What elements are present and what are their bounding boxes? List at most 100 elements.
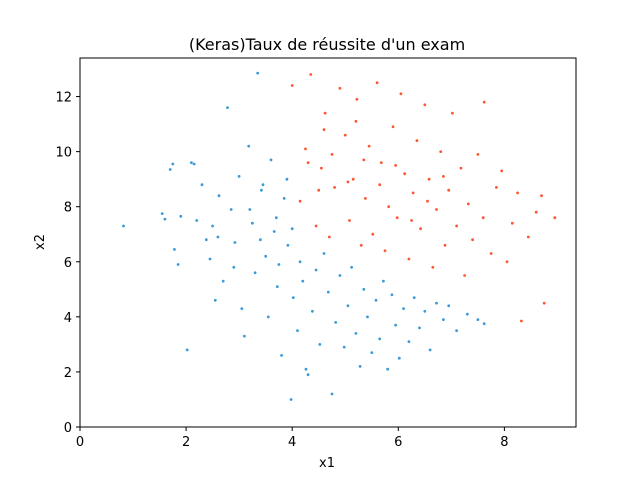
- scatter-point-s0-21: [237, 175, 241, 178]
- scatter-point-s0-86: [259, 238, 262, 242]
- scatter-point-s1-18: [375, 81, 379, 85]
- scatter-point-s1-53: [526, 235, 530, 239]
- scatter-point-s1-1: [298, 199, 302, 203]
- scatter-point-s0-31: [269, 158, 273, 162]
- scatter-point-s1-27: [411, 191, 415, 195]
- scatter-point-s1-22: [391, 125, 395, 129]
- scatter-point-s0-49: [330, 392, 334, 396]
- scatter-point-s1-47: [495, 186, 498, 189]
- scatter-point-s0-50: [334, 321, 338, 324]
- scatter-point-s0-43: [306, 373, 310, 377]
- scatter-point-s0-72: [428, 348, 432, 352]
- scatter-point-s1-14: [359, 243, 363, 247]
- points-layer: [122, 71, 557, 401]
- scatter-point-s1-49: [505, 260, 509, 264]
- scatter-point-s1-19: [379, 161, 383, 165]
- scatter-point-s0-70: [418, 326, 421, 330]
- scatter-point-s0-12: [204, 238, 208, 242]
- scatter-point-s0-3: [168, 168, 172, 171]
- scatter-point-s1-42: [471, 238, 474, 242]
- scatter-point-s0-62: [382, 279, 385, 283]
- y-tick-label: 0: [64, 421, 72, 436]
- scatter-point-s1-66: [426, 199, 429, 203]
- scatter-point-s0-73: [435, 301, 438, 305]
- scatter-point-s0-56: [358, 365, 362, 368]
- scatter-point-s1-20: [383, 249, 387, 253]
- scatter-point-s0-66: [397, 356, 401, 360]
- scatter-point-s0-81: [261, 183, 265, 187]
- y-tick-label: 12: [55, 91, 72, 106]
- scatter-point-s0-79: [482, 322, 486, 326]
- scatter-point-s0-37: [289, 398, 293, 401]
- scatter-point-s0-58: [366, 315, 369, 319]
- scatter-point-s1-69: [354, 119, 358, 123]
- scatter-point-s0-65: [394, 323, 397, 327]
- scatter-point-s1-25: [403, 172, 407, 176]
- y-axis-label: x2: [33, 234, 48, 250]
- scatter-point-s0-40: [298, 260, 302, 264]
- scatter-point-s0-5: [173, 248, 176, 251]
- scatter-point-s0-47: [322, 252, 326, 255]
- y-tick-label: 2: [64, 366, 72, 381]
- scatter-point-s0-87: [277, 263, 281, 266]
- scatter-point-s0-61: [378, 337, 382, 341]
- scatter-point-s0-9: [190, 161, 193, 165]
- scatter-point-s1-67: [442, 175, 445, 178]
- scatter-point-s1-48: [500, 169, 504, 173]
- x-tick-label: 2: [182, 435, 190, 450]
- scatter-point-s1-10: [343, 133, 347, 137]
- scatter-point-s0-80: [248, 208, 252, 211]
- scatter-point-s0-84: [216, 235, 220, 239]
- scatter-point-s0-25: [251, 221, 254, 225]
- scatter-point-s1-54: [534, 210, 538, 214]
- scatter-point-s0-59: [370, 351, 374, 354]
- x-axis-label: x1: [319, 456, 335, 471]
- scatter-point-s1-34: [439, 150, 443, 154]
- scatter-point-s0-23: [243, 334, 246, 338]
- x-tick-label: 8: [500, 435, 508, 450]
- y-tick-label: 4: [64, 311, 72, 326]
- scatter-point-s1-8: [333, 186, 336, 189]
- scatter-point-s0-26: [253, 271, 257, 275]
- scatter-point-s1-64: [394, 164, 397, 167]
- scatter-point-s1-30: [423, 103, 427, 107]
- scatter-point-s1-7: [327, 235, 331, 239]
- scatter-point-s0-30: [266, 315, 270, 319]
- scatter-point-s0-53: [346, 304, 350, 308]
- scatter-point-s1-63: [378, 183, 382, 187]
- scatter-point-s0-52: [342, 345, 346, 349]
- scatter-point-s1-65: [410, 219, 413, 222]
- scatter-point-s0-2: [163, 217, 167, 221]
- x-tick-label: 6: [394, 435, 402, 450]
- y-tick-label: 6: [64, 256, 72, 271]
- scatter-point-s1-35: [443, 243, 447, 247]
- y-tick-label: 8: [64, 201, 72, 216]
- scatter-point-s1-44: [481, 216, 485, 220]
- scatter-point-s1-59: [317, 188, 321, 192]
- scatter-point-s1-13: [355, 97, 359, 101]
- scatter-point-s1-16: [367, 144, 371, 148]
- scatter-point-s0-14: [211, 224, 215, 228]
- scatter-point-s0-34: [280, 354, 283, 357]
- scatter-point-s0-22: [240, 307, 244, 310]
- scatter-point-s0-0: [122, 224, 125, 228]
- scatter-point-s0-54: [350, 265, 353, 269]
- scatter-point-s0-64: [390, 293, 394, 297]
- scatter-point-s1-41: [466, 202, 470, 206]
- scatter-point-s0-57: [362, 287, 366, 291]
- scatter-point-s1-32: [431, 265, 435, 269]
- scatter-point-s1-12: [351, 177, 355, 181]
- scatter-point-s1-46: [489, 252, 493, 255]
- scatter-point-s0-48: [326, 290, 330, 294]
- scatter-point-s0-46: [318, 343, 322, 346]
- scatter-point-s1-61: [346, 180, 350, 184]
- x-tick-label: 0: [76, 435, 84, 450]
- scatter-point-s1-38: [455, 224, 458, 228]
- scatter-point-s0-24: [247, 144, 251, 148]
- scatter-point-s0-32: [272, 230, 276, 233]
- scatter-point-s1-0: [290, 84, 294, 87]
- x-tick-label: 4: [288, 435, 296, 450]
- scatter-point-s0-6: [176, 263, 180, 266]
- scatter-point-s0-28: [260, 188, 263, 192]
- scatter-point-s0-8: [185, 348, 189, 352]
